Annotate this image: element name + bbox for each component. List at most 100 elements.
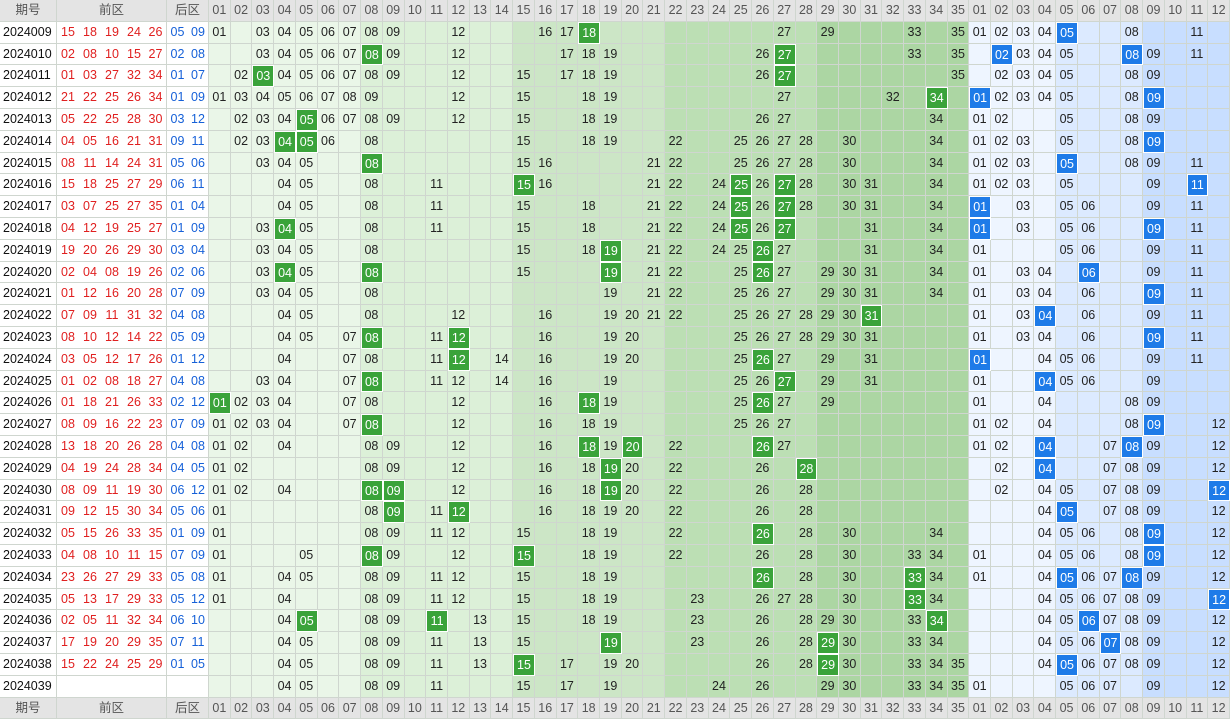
front-trend-cell: 20 xyxy=(621,457,644,480)
front-trend-cell: 28 xyxy=(795,523,818,545)
back-trend-cell xyxy=(1164,174,1187,197)
front-draw-number: 20 xyxy=(123,283,145,306)
back-trend-cell: 02 xyxy=(991,414,1013,436)
front-trend-cell xyxy=(838,65,861,88)
front-trend-cell xyxy=(795,43,818,66)
front-hit-ball: 31 xyxy=(860,305,883,327)
front-trend-cell: 33 xyxy=(904,632,926,654)
front-draw-number: 29 xyxy=(123,632,145,654)
back-trend-cell: 04 xyxy=(1034,392,1057,415)
back-trend-cell xyxy=(1164,196,1187,218)
back-trend-cell: 01 xyxy=(969,21,992,44)
front-trend-cell: 12 xyxy=(447,65,470,88)
front-trend-cell xyxy=(643,436,666,458)
front-trend-cell: 26 xyxy=(752,370,774,393)
back-trend-cell: 11 xyxy=(1186,218,1209,240)
front-trend-cell xyxy=(947,239,970,262)
front-trend-cell xyxy=(838,501,861,524)
back-trend-cell xyxy=(1099,196,1122,218)
back-trend-cell: 03 xyxy=(1012,130,1035,153)
front-draw-number: 20 xyxy=(101,632,123,654)
front-trend-cell xyxy=(469,414,492,436)
issue-number: 2024033 xyxy=(0,545,57,567)
front-draw-number: 02 xyxy=(79,370,101,393)
front-trend-cell xyxy=(817,174,839,197)
front-trend-cell xyxy=(817,414,839,436)
back-draw-number: 08 xyxy=(188,370,209,393)
back-trend-cell xyxy=(1121,261,1144,284)
front-draw-number: 13 xyxy=(57,436,79,458)
front-trend-cell: 32 xyxy=(882,87,905,109)
back-hit-ball: 05 xyxy=(1056,152,1078,175)
front-trend-cell xyxy=(621,152,644,175)
front-trend-cell xyxy=(295,414,318,436)
front-draw-number: 18 xyxy=(79,174,101,197)
front-trend-cell xyxy=(882,21,905,44)
front-trend-cell xyxy=(230,196,253,218)
back-trend-cell: 04 xyxy=(1034,327,1057,349)
front-draw-number: 30 xyxy=(145,479,167,502)
front-trend-cell xyxy=(773,501,796,524)
front-trend-cell xyxy=(230,566,253,589)
front-hit-ball: 28 xyxy=(795,457,818,480)
front-trend-cell xyxy=(469,479,492,502)
back-trend-cell xyxy=(1012,370,1035,393)
front-trend-cell xyxy=(730,479,753,502)
front-trend-cell: 04 xyxy=(274,588,296,611)
front-trend-cell xyxy=(665,392,687,415)
front-trend-cell xyxy=(795,348,818,371)
front-trend-cell xyxy=(708,632,731,654)
back-trend-cell: 06 xyxy=(1077,283,1100,306)
front-trend-cell xyxy=(947,348,970,371)
front-trend-cell xyxy=(339,174,362,197)
front-trend-cell xyxy=(426,152,448,175)
back-trend-cell: 05 xyxy=(1056,632,1078,654)
back-trend-cell: 07 xyxy=(1099,654,1122,676)
front-trend-cell xyxy=(686,239,709,262)
front-trend-cell xyxy=(578,632,601,654)
front-trend-cell xyxy=(947,457,970,480)
front-trend-cell: 05 xyxy=(295,675,318,698)
front-trend-cell: 01 xyxy=(209,588,231,611)
front-hit-ball: 03 xyxy=(252,65,275,88)
front-trend-cell xyxy=(882,414,905,436)
back-trend-cell xyxy=(1034,196,1057,218)
front-trend-cell: 22 xyxy=(665,436,687,458)
back-trend-cell: 03 xyxy=(1012,43,1035,66)
front-trend-cell xyxy=(686,566,709,589)
back-trend-cell xyxy=(1034,218,1057,240)
front-trend-cell xyxy=(925,305,948,327)
back-trend-cell: 02 xyxy=(991,21,1013,44)
front-draw-number: 15 xyxy=(79,523,101,545)
front-trend-cell: 03 xyxy=(252,414,275,436)
front-trend-cell xyxy=(491,218,514,240)
back-trend-cell xyxy=(1186,370,1209,393)
back-trend-cell xyxy=(1208,196,1230,218)
front-draw-number: 22 xyxy=(123,414,145,436)
issue-number: 2024028 xyxy=(0,436,57,458)
front-trend-cell: 18 xyxy=(578,457,601,480)
front-trend-cell: 27 xyxy=(773,239,796,262)
front-draw-number: 08 xyxy=(57,414,79,436)
front-trend-cell xyxy=(556,327,579,349)
front-trend-cell xyxy=(447,261,470,284)
front-trend-cell: 28 xyxy=(795,545,818,567)
front-trend-cell xyxy=(904,261,926,284)
front-trend-cell: 19 xyxy=(600,109,622,131)
front-trend-cell xyxy=(469,21,492,44)
back-trend-cell: 12 xyxy=(1208,566,1230,589)
front-hit-ball: 34 xyxy=(925,87,948,109)
back-trend-cell xyxy=(1208,218,1230,240)
front-trend-cell: 08 xyxy=(361,196,383,218)
back-hit-ball: 09 xyxy=(1143,283,1165,306)
back-trend-cell: 01 xyxy=(969,545,992,567)
back-trend-cell xyxy=(1099,305,1122,327)
front-trend-cell xyxy=(708,479,731,502)
back-trend-cell xyxy=(969,65,992,88)
back-draw-number: 05 xyxy=(167,566,188,589)
front-trend-cell xyxy=(708,65,731,88)
back-draw-number: 11 xyxy=(188,632,209,654)
back-trend-cell xyxy=(991,283,1013,306)
back-trend-cell xyxy=(1121,348,1144,371)
front-trend-cell xyxy=(708,130,731,153)
